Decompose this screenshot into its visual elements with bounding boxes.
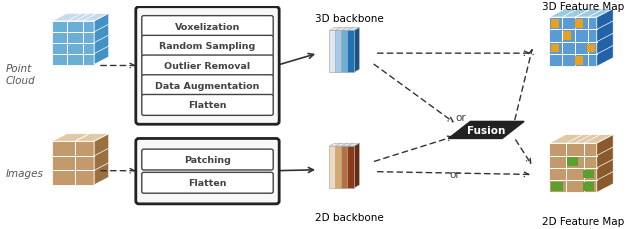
Text: 3D backbone: 3D backbone [316, 14, 384, 24]
Bar [551, 44, 559, 53]
Bar [575, 57, 583, 65]
Polygon shape [337, 144, 341, 188]
Polygon shape [94, 134, 109, 185]
Text: Outlier Removal: Outlier Removal [164, 62, 250, 71]
Polygon shape [549, 144, 596, 193]
Polygon shape [94, 14, 109, 65]
Polygon shape [348, 144, 359, 146]
FancyBboxPatch shape [142, 75, 273, 96]
Bar [587, 44, 595, 53]
Polygon shape [335, 28, 348, 31]
FancyBboxPatch shape [142, 36, 273, 57]
Bar [551, 20, 559, 28]
Polygon shape [335, 146, 342, 188]
FancyBboxPatch shape [142, 173, 273, 193]
Text: Point
Cloud: Point Cloud [5, 63, 35, 86]
Polygon shape [330, 31, 337, 73]
Polygon shape [52, 22, 94, 65]
Polygon shape [52, 134, 109, 142]
Bar [567, 158, 579, 166]
FancyBboxPatch shape [142, 56, 273, 76]
Polygon shape [549, 135, 613, 144]
Polygon shape [348, 28, 353, 73]
Polygon shape [355, 28, 359, 73]
Polygon shape [52, 142, 94, 185]
Polygon shape [337, 28, 341, 73]
Text: or: or [449, 170, 460, 180]
Text: Patching: Patching [184, 155, 231, 164]
Polygon shape [52, 14, 109, 22]
Text: 2D backbone: 2D backbone [316, 213, 384, 222]
FancyBboxPatch shape [142, 16, 273, 37]
Polygon shape [341, 146, 348, 188]
Text: Flatten: Flatten [188, 178, 227, 188]
Polygon shape [348, 28, 359, 31]
Polygon shape [348, 144, 353, 188]
Text: Voxelization: Voxelization [175, 22, 240, 31]
Polygon shape [549, 18, 596, 67]
FancyBboxPatch shape [136, 8, 279, 125]
Bar [583, 182, 595, 191]
Polygon shape [348, 146, 355, 188]
Bar [583, 170, 595, 179]
Bar [563, 32, 571, 41]
Polygon shape [341, 144, 353, 146]
Text: 3D Feature Map: 3D Feature Map [541, 3, 624, 12]
FancyBboxPatch shape [136, 139, 279, 204]
Polygon shape [355, 144, 359, 188]
Text: Flatten: Flatten [188, 101, 227, 110]
Polygon shape [342, 144, 348, 188]
Text: or: or [455, 112, 466, 122]
Text: Data Augmentation: Data Augmentation [156, 81, 260, 90]
Text: 2D Feature Map: 2D Feature Map [541, 216, 624, 226]
Bar [552, 182, 563, 191]
Polygon shape [342, 28, 348, 73]
Polygon shape [348, 31, 355, 73]
Text: Images: Images [5, 168, 44, 178]
Polygon shape [330, 146, 337, 188]
Polygon shape [335, 144, 348, 146]
Polygon shape [335, 31, 342, 73]
Polygon shape [330, 28, 341, 31]
Polygon shape [341, 31, 348, 73]
FancyBboxPatch shape [142, 150, 273, 170]
Polygon shape [449, 122, 524, 139]
Polygon shape [549, 9, 613, 18]
Polygon shape [596, 135, 613, 193]
Bar [575, 20, 583, 28]
Polygon shape [596, 9, 613, 67]
Polygon shape [341, 28, 353, 31]
Text: Fusion: Fusion [467, 125, 506, 135]
FancyBboxPatch shape [142, 95, 273, 116]
Polygon shape [330, 144, 341, 146]
Text: Random Sampling: Random Sampling [159, 42, 255, 51]
